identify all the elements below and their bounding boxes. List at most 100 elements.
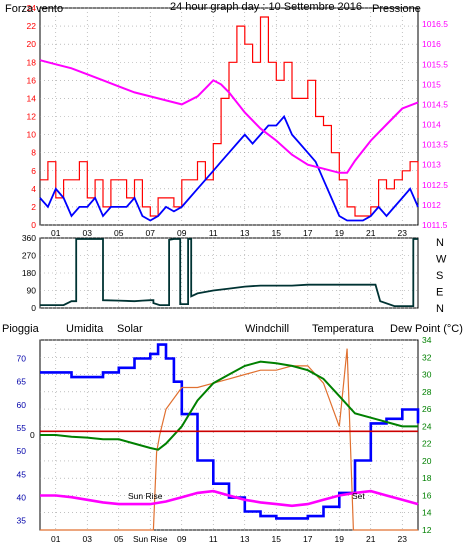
wind-tick-label: 16 bbox=[27, 75, 37, 85]
wind-tick-label: 10 bbox=[27, 130, 37, 140]
wind-tick-label: 2 bbox=[31, 202, 36, 212]
humidity-tick-label: 60 bbox=[17, 400, 27, 410]
temperature-tick-label: 12 bbox=[422, 525, 432, 535]
hour-tick-label: 05 bbox=[114, 228, 124, 238]
hour-tick-label: 23 bbox=[398, 228, 408, 238]
compass-label: S bbox=[436, 270, 443, 282]
compass-label: E bbox=[436, 287, 443, 299]
hour-tick-label: 23 bbox=[398, 534, 408, 544]
dewpoint-line bbox=[40, 489, 419, 508]
humidity-left-ticks: 35 40 45 50 55 60 65 70 bbox=[17, 354, 27, 526]
temperature-line bbox=[40, 360, 418, 451]
compass-label: W bbox=[436, 254, 447, 266]
direction-tick-label: 180 bbox=[22, 268, 36, 278]
pressure-tick-label: 1011.5 bbox=[422, 220, 448, 230]
hour-tick-label: 17 bbox=[303, 228, 313, 238]
compass-label: N bbox=[436, 237, 444, 249]
temperature-label: Temperatura bbox=[312, 323, 375, 335]
temperature-tick-label: 24 bbox=[422, 421, 432, 431]
temperature-tick-label: 18 bbox=[422, 473, 432, 483]
temperature-tick-label: 16 bbox=[422, 490, 432, 500]
temperature-x-ticks: 01 03 05 Sun Rise 09 11 13 15 17 19 21 23 bbox=[51, 534, 407, 544]
wind-tick-label: 14 bbox=[27, 93, 37, 103]
wind-axis-label: Forza vento bbox=[5, 3, 63, 15]
compass-label: N bbox=[436, 303, 444, 315]
hour-tick-label: 21 bbox=[366, 534, 376, 544]
hour-tick-label: 11 bbox=[209, 228, 218, 238]
wind-tick-label: 0 bbox=[31, 220, 36, 230]
pressure-tick-label: 1012 bbox=[422, 200, 441, 210]
hour-tick-label: 05 bbox=[114, 534, 124, 544]
wind-tick-label: 22 bbox=[27, 21, 37, 31]
direction-tick-label: 0 bbox=[31, 303, 36, 313]
dewpoint-label: Dew Point (°C) bbox=[390, 323, 463, 335]
hour-tick-label: 15 bbox=[272, 534, 282, 544]
humidity-tick-label: 55 bbox=[17, 423, 27, 433]
hour-tick-label: Sun Rise bbox=[133, 534, 168, 544]
direction-left-ticks: 0 90 180 270 360 bbox=[22, 233, 36, 313]
wind-tick-label: 20 bbox=[27, 39, 37, 49]
hour-tick-label: 13 bbox=[240, 534, 250, 544]
solar-label: Solar bbox=[117, 323, 143, 335]
wind-direction-series bbox=[40, 238, 418, 308]
wind-tick-label: 8 bbox=[31, 148, 36, 158]
pressure-tick-label: 1016.5 bbox=[422, 19, 448, 29]
direction-tick-label: 360 bbox=[22, 233, 36, 243]
pressure-tick-label: 1013.5 bbox=[422, 140, 448, 150]
wind-pressure-series bbox=[39, 16, 419, 222]
hour-tick-label: 13 bbox=[240, 228, 250, 238]
pressure-tick-label: 1014 bbox=[422, 120, 441, 130]
hour-tick-label: 19 bbox=[335, 534, 345, 544]
pressure-tick-label: 1015 bbox=[422, 79, 441, 89]
hour-tick-label: 01 bbox=[51, 534, 61, 544]
pressure-line bbox=[39, 59, 419, 174]
pressure-right-ticks: 1011.5 1012 1012.5 1013 1013.5 1014 1014.5 1015… bbox=[422, 19, 448, 230]
wind-speed-line bbox=[40, 16, 419, 217]
humidity-tick-label: 40 bbox=[17, 493, 27, 503]
pressure-tick-label: 1016 bbox=[422, 39, 441, 49]
rain-zero-label: 0 bbox=[30, 430, 35, 440]
hour-tick-label: 15 bbox=[272, 228, 282, 238]
hour-tick-label: 01 bbox=[51, 228, 61, 238]
pressure-tick-label: 1014.5 bbox=[422, 99, 448, 109]
chart-title: 24 hour graph day : 10 Settembre 2016 bbox=[170, 1, 362, 13]
pressure-axis-label: Pressione bbox=[372, 3, 421, 15]
temperature-tick-label: 20 bbox=[422, 456, 432, 466]
hour-tick-label: 17 bbox=[303, 534, 313, 544]
sunset-marker-label: Set bbox=[352, 491, 365, 501]
humidity-line bbox=[40, 343, 420, 520]
hour-tick-label: 21 bbox=[366, 228, 376, 238]
humidity-tick-label: 50 bbox=[17, 446, 27, 456]
hour-tick-label: 03 bbox=[83, 534, 93, 544]
temperature-tick-label: 28 bbox=[422, 387, 432, 397]
hour-tick-label: 03 bbox=[83, 228, 93, 238]
temperature-tick-label: 32 bbox=[422, 352, 432, 362]
humidity-tick-label: 70 bbox=[17, 354, 27, 364]
humidity-tick-label: 45 bbox=[17, 469, 27, 479]
temperature-right-ticks: 12 14 16 18 20 22 24 26 28 30 32 34 bbox=[422, 335, 432, 535]
wind-tick-label: 6 bbox=[31, 166, 36, 176]
humidity-tick-label: 65 bbox=[17, 377, 27, 387]
hour-tick-label: 19 bbox=[335, 228, 345, 238]
wind-average-line bbox=[39, 114, 419, 222]
temperature-tick-label: 26 bbox=[422, 404, 432, 414]
hour-tick-label: 11 bbox=[209, 534, 218, 544]
direction-tick-label: 90 bbox=[27, 286, 37, 296]
hour-tick-label: 07 bbox=[146, 228, 156, 238]
temperature-tick-label: 22 bbox=[422, 439, 432, 449]
humidity-label: Umidita bbox=[66, 323, 104, 335]
pressure-tick-label: 1013 bbox=[422, 160, 441, 170]
humidity-tick-label: 35 bbox=[17, 516, 27, 526]
sunrise-marker-label: Sun Rise bbox=[128, 491, 163, 501]
direction-tick-label: 270 bbox=[22, 251, 36, 261]
pressure-tick-label: 1012.5 bbox=[422, 180, 448, 190]
wind-tick-label: 4 bbox=[31, 184, 36, 194]
temperature-series bbox=[40, 343, 420, 531]
wind-direction-line bbox=[40, 238, 418, 308]
hour-tick-label: 09 bbox=[177, 228, 187, 238]
wind-tick-label: 24 bbox=[27, 3, 37, 13]
